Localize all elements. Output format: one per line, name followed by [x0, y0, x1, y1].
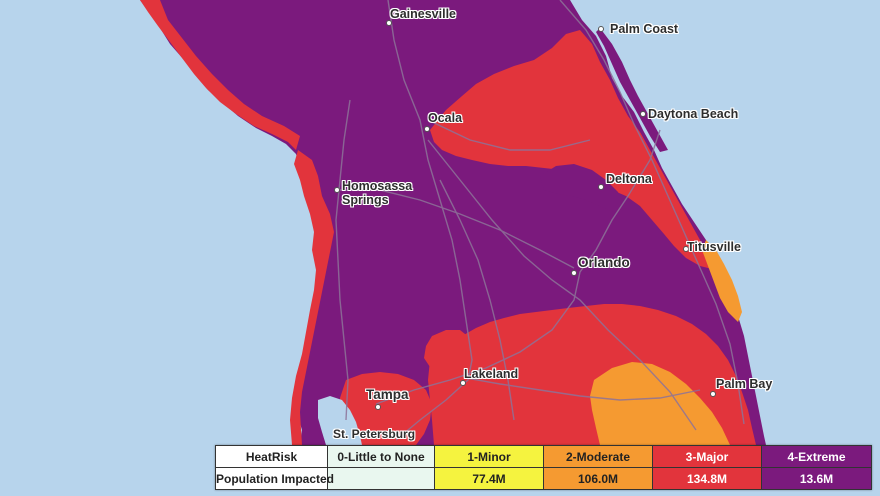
- road-i4: [375, 129, 661, 405]
- legend-category-2: 2-Moderate: [543, 445, 653, 468]
- legend-category-1: 1-Minor: [434, 445, 544, 468]
- city-label-st-petersburg: St. Petersburg: [333, 427, 416, 441]
- legend-population-row: Population Impacted 77.4M 106.0M 134.8M …: [215, 467, 872, 490]
- heatrisk-legend-table: HeatRisk 0-Little to None 1-Minor 2-Mode…: [215, 445, 872, 490]
- land-major-gulf-fringe: [290, 150, 334, 445]
- land-barrier-island: [596, 28, 668, 152]
- road-connector-ocala: [427, 119, 591, 151]
- city-label-orlando: Orlando: [578, 255, 630, 270]
- city-label-daytona-beach: Daytona Beach: [648, 107, 739, 121]
- city-dot-homosassa-springs: [334, 187, 340, 193]
- legend-population-1: 77.4M: [434, 467, 544, 490]
- city-dot-palm-coast: [598, 26, 604, 32]
- city-dot-titusville: [683, 246, 689, 252]
- city-dot-ocala: [424, 126, 430, 132]
- road-i95: [559, 0, 745, 425]
- legend-category-0: 0-Little to None: [327, 445, 435, 468]
- road-connector-homosassa: [340, 189, 575, 269]
- land-major-east-central: [430, 30, 716, 270]
- legend-population-0: [327, 467, 435, 490]
- land-moderate-southeast: [590, 362, 730, 445]
- city-label-deltona: Deltona: [606, 172, 652, 186]
- road-network: [335, 0, 745, 441]
- land-major-tampa: [340, 372, 432, 445]
- city-dot-palm-bay: [710, 391, 716, 397]
- legend-category-row: HeatRisk 0-Little to None 1-Minor 2-Mode…: [215, 445, 872, 468]
- city-label-lakeland: Lakeland: [464, 367, 519, 381]
- city-label-palm-bay: Palm Bay: [716, 377, 773, 391]
- city-dot-tampa: [375, 404, 381, 410]
- road-us19: [335, 99, 351, 421]
- legend-category-3: 3-Major: [652, 445, 762, 468]
- legend-population-3: 134.8M: [652, 467, 762, 490]
- city-label-ocala: Ocala: [428, 111, 463, 125]
- city-label-tampa: Tampa: [366, 387, 409, 402]
- city-label-titusville: Titusville: [687, 240, 741, 254]
- city-dot-deltona: [598, 184, 604, 190]
- city-dot-lakeland: [460, 380, 466, 386]
- city-label-palm-coast: Palm Coast: [610, 22, 679, 36]
- road-connector-lakeland: [465, 377, 701, 401]
- land-extreme-deltona-patch: [540, 164, 624, 212]
- road-i75: [387, 0, 473, 441]
- legend-header-label: HeatRisk: [215, 445, 328, 468]
- city-label-gainesville: Gainesville: [390, 7, 457, 21]
- land-major-nw-fringe: [140, 0, 300, 150]
- land-moderate-east-coast: [702, 240, 742, 322]
- city-dot-orlando: [571, 270, 577, 276]
- land-major-lakeland-west: [424, 330, 476, 374]
- legend-population-4: 13.6M: [761, 467, 872, 490]
- water-tampa-bay: [318, 396, 362, 445]
- city-label-homosassa-springs: Homosassa Springs: [342, 179, 413, 208]
- legend-row-label: Population Impacted: [215, 467, 334, 490]
- road-us27: [439, 179, 515, 421]
- city-dot-daytona-beach: [640, 111, 646, 117]
- legend-population-2: 106.0M: [543, 467, 653, 490]
- city-dot-gainesville: [386, 20, 392, 26]
- legend-category-4: 4-Extreme: [761, 445, 872, 468]
- road-florida-turnpike: [427, 139, 697, 431]
